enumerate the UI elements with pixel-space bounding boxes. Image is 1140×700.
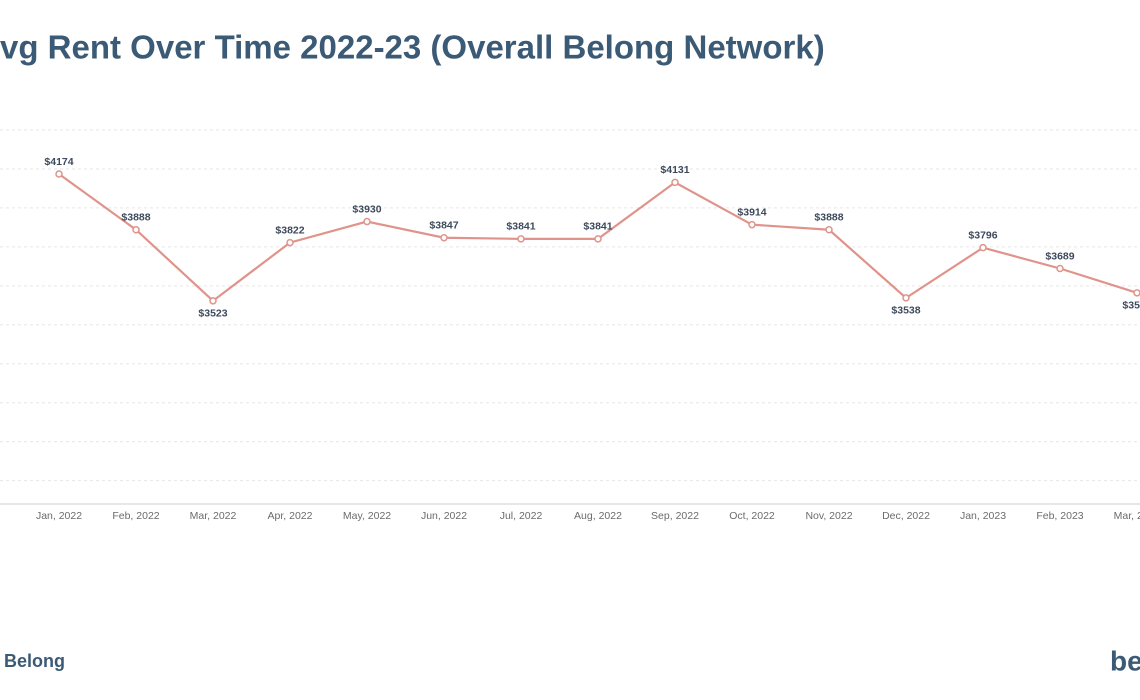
value-label: $3564 — [1122, 300, 1140, 312]
value-label: $4131 — [660, 164, 689, 176]
point — [209, 297, 217, 305]
x-tick-label: Nov, 2022 — [805, 510, 852, 522]
point — [748, 220, 756, 229]
chart-title: vg Rent Over Time 2022-23 (Overall Belon… — [0, 29, 825, 66]
x-tick-label: Sep, 2022 — [651, 510, 699, 522]
value-label: $4174 — [44, 156, 73, 168]
brand-logo: be — [1110, 645, 1140, 676]
x-tick-label: Jan, 2022 — [36, 510, 82, 522]
value-label: $3888 — [121, 212, 150, 224]
x-tick-label: Dec, 2022 — [882, 510, 930, 522]
point — [1056, 264, 1064, 273]
point — [363, 217, 371, 226]
brand-name: Belong — [4, 651, 65, 671]
value-label: $3538 — [891, 305, 920, 317]
value-label: $3841 — [583, 221, 612, 233]
value-label: $3796 — [968, 229, 997, 241]
value-label: $3888 — [814, 212, 843, 224]
value-label: $3847 — [429, 220, 458, 232]
x-tick-label: May, 2022 — [343, 510, 391, 522]
point — [132, 225, 140, 234]
point — [1133, 289, 1140, 297]
x-tick-label: Feb, 2023 — [1036, 510, 1083, 522]
point — [825, 225, 833, 234]
point — [671, 178, 679, 187]
point — [979, 243, 987, 252]
value-label: $3523 — [198, 308, 227, 320]
value-label: $3689 — [1045, 250, 1074, 262]
point — [286, 238, 294, 247]
value-label: $3930 — [352, 203, 381, 215]
x-tick-label: Feb, 2022 — [112, 510, 159, 522]
x-tick-label: Oct, 2022 — [729, 510, 775, 522]
point — [517, 235, 525, 243]
x-tick-label: Jan, 2023 — [960, 510, 1006, 522]
x-tick-label: Apr, 2022 — [268, 510, 313, 522]
value-label: $3822 — [275, 224, 304, 236]
point — [440, 233, 448, 242]
x-tick-label: Jul, 2022 — [500, 510, 543, 522]
x-tick-label: Jun, 2022 — [421, 510, 467, 522]
x-tick-label: Aug, 2022 — [574, 510, 622, 522]
value-label: $3841 — [506, 221, 535, 233]
x-tick-label: Mar, 2022 — [190, 510, 237, 522]
point — [902, 294, 910, 302]
point — [594, 235, 602, 243]
x-tick-label: Mar, 2023 — [1114, 510, 1140, 522]
value-label: $3914 — [737, 206, 766, 218]
point — [55, 170, 63, 178]
